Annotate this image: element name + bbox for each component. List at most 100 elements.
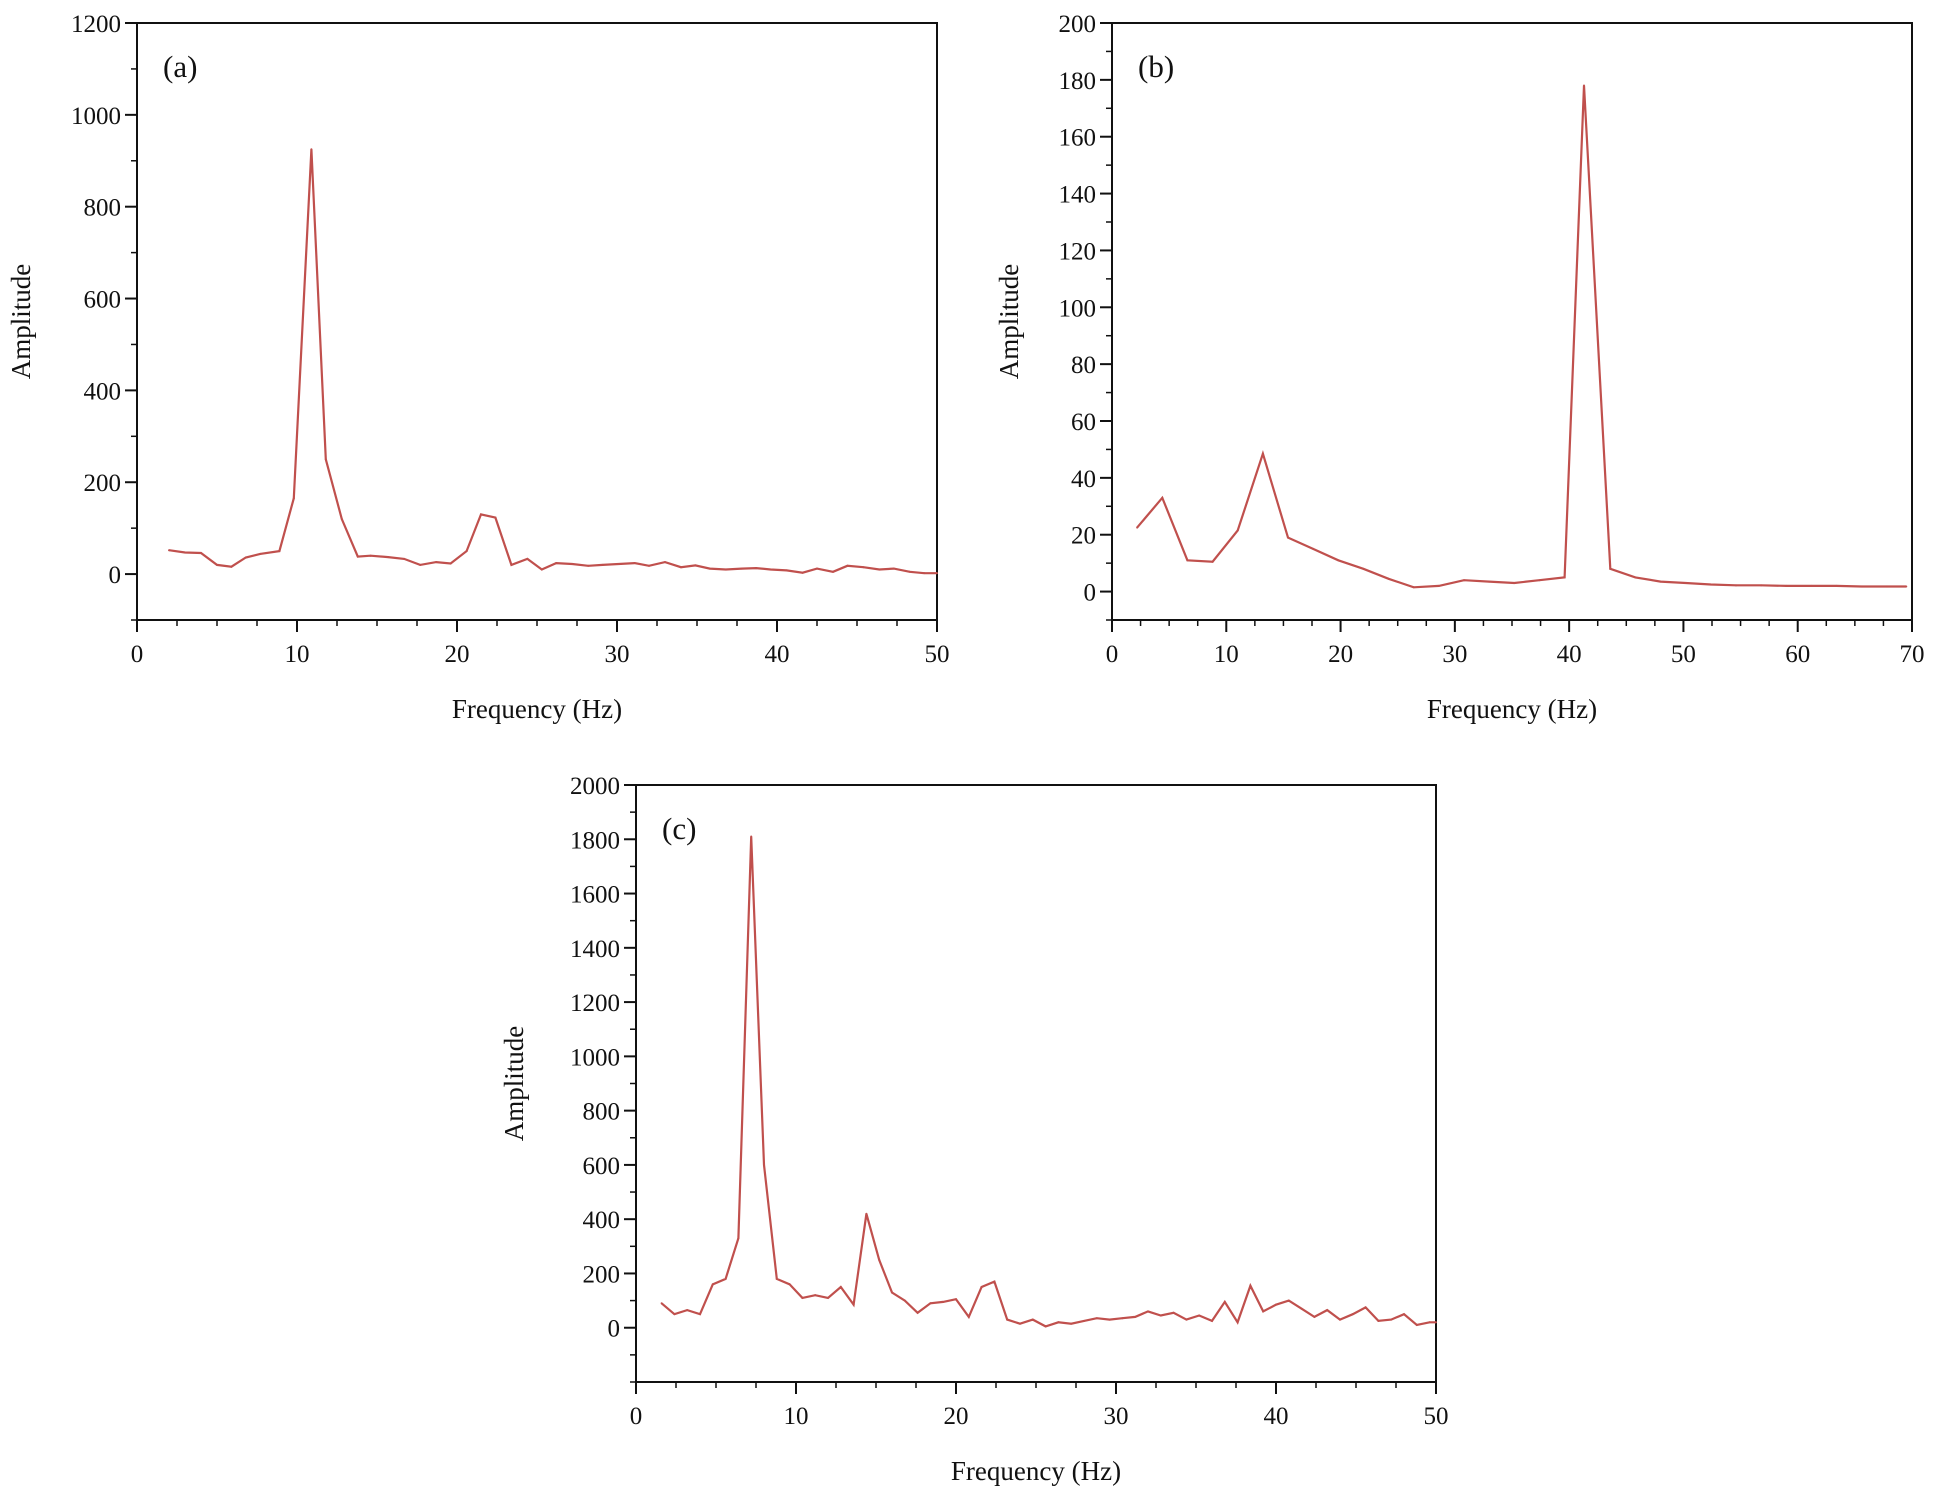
data-point [1211,560,1214,563]
data-point [993,1280,996,1283]
y-tick-label: 1000 [570,1044,620,1071]
data-point [929,1302,932,1305]
y-tick-label: 1200 [570,990,620,1017]
data-point [1435,1321,1437,1324]
data-point [1236,1321,1239,1324]
data-point [1223,1300,1226,1303]
x-tick-label: 20 [944,1403,969,1430]
data-point [814,1294,817,1297]
data-point [1185,1318,1188,1321]
x-tick-label: 20 [1328,641,1353,668]
data-point [1785,584,1788,587]
data-point [891,1291,893,1294]
x-tick-label: 30 [605,641,630,668]
data-point [1351,1313,1354,1316]
y-axis-label: Amplitude [499,1026,529,1142]
y-tick-label: 200 [84,470,122,497]
series-line-spectrum [1136,85,1907,589]
data-point [1136,526,1139,529]
data-point [435,561,438,564]
data-point [892,567,895,570]
data-point [1390,1318,1393,1321]
data-point [526,557,529,560]
data-point [1287,1299,1290,1302]
data-point [686,1309,689,1312]
data-point [278,550,281,553]
y-tick-label: 120 [1059,238,1097,265]
data-point [1186,559,1189,562]
y-tick-label: 0 [109,562,122,589]
data-point [1249,1284,1252,1287]
plot-frame [1111,22,1913,621]
data-point [1070,1322,1073,1325]
x-tick-label: 70 [1900,641,1925,668]
x-tick-label: 40 [1264,1403,1289,1430]
data-point [540,568,543,571]
data-point [1261,452,1264,455]
data-point [1031,1318,1034,1321]
x-axis-label: Frequency (Hz) [1427,694,1597,724]
data-point [168,549,170,552]
data-point [1108,1318,1111,1321]
data-point [711,1283,714,1286]
chart-panel-b: 0 20 40 60 80 100 120 140 160 180 200 0 10 20 30 40 50 60… [994,11,1925,724]
data-point [292,497,295,500]
data-point [878,568,881,571]
data-point [1885,585,1888,588]
x-tick-label: 50 [1424,1403,1449,1430]
data-point [1337,559,1340,562]
y-axis-label: Amplitude [6,264,36,380]
data-point [903,1299,906,1302]
y-tick-label: 180 [1059,68,1097,95]
data-point [1095,1317,1098,1320]
y-tick-label: 140 [1059,182,1097,209]
data-point [601,563,604,566]
data-point [801,1296,804,1299]
data-point [230,565,233,568]
data-point [664,561,666,564]
y-tick-label: 100 [1059,295,1097,322]
data-point [571,562,574,565]
data-point [310,148,313,151]
data-point [1198,1314,1201,1317]
data-point [724,568,727,571]
data-point [1236,529,1239,532]
x-tick-label: 0 [131,641,144,668]
data-point [1161,496,1164,499]
data-point [980,1286,983,1289]
data-point [846,564,849,567]
y-tick-label: 200 [1059,11,1097,38]
y-tick-label: 1000 [71,103,121,130]
data-point [324,458,327,461]
y-tick-label: 0 [1084,580,1097,607]
data-point [1339,1318,1341,1321]
data-point [465,550,468,553]
data-point [1428,1321,1431,1324]
data-point [967,1315,970,1318]
data-point [1159,1314,1162,1317]
data-point [356,555,359,558]
data-point [1057,1321,1060,1324]
data-point [510,563,513,566]
data-point [916,1311,919,1314]
data-point [617,562,620,565]
data-point [648,564,650,567]
data-point [184,551,186,554]
y-tick-label: 1400 [570,936,620,963]
y-tick-label: 20 [1071,523,1096,550]
data-point [827,1296,829,1299]
data-point [340,517,343,520]
data-point [1634,576,1637,579]
y-tick-label: 160 [1059,125,1097,152]
data-point [1810,584,1813,587]
data-point [1403,1313,1405,1316]
data-point [1364,1306,1367,1309]
data-point [769,568,772,571]
data-point [1313,1315,1316,1318]
data-point [1387,577,1390,580]
data-point [839,1286,842,1289]
x-tick-label: 40 [1557,641,1582,668]
data-point [680,566,682,569]
data-point [1275,1303,1277,1306]
x-tick-label: 20 [445,641,470,668]
